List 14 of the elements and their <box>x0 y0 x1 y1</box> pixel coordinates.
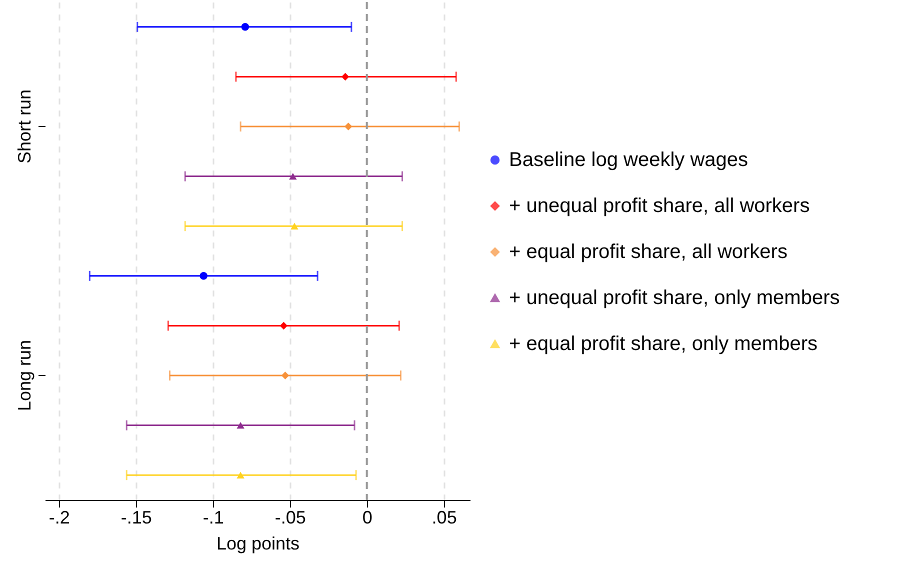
x-tick-label: -.2 <box>48 508 70 528</box>
legend-label: + equal profit share, only members <box>509 333 818 355</box>
x-tick-label: -.1 <box>202 508 224 528</box>
y-tick-label: Long run <box>14 340 34 412</box>
x-tick-label: -.15 <box>120 508 152 528</box>
x-tick-label: .05 <box>432 508 457 528</box>
legend-label: Baseline log weekly wages <box>509 149 748 171</box>
x-tick-label: 0 <box>362 508 372 528</box>
legend-label: + unequal profit share, all workers <box>509 195 810 217</box>
y-tick-label: Short run <box>14 89 34 164</box>
x-tick-label: -.05 <box>274 508 306 528</box>
x-axis-title: Log points <box>216 534 300 554</box>
legend-label: + equal profit share, all workers <box>509 241 788 263</box>
legend-label: + unequal profit share, only members <box>509 287 840 309</box>
